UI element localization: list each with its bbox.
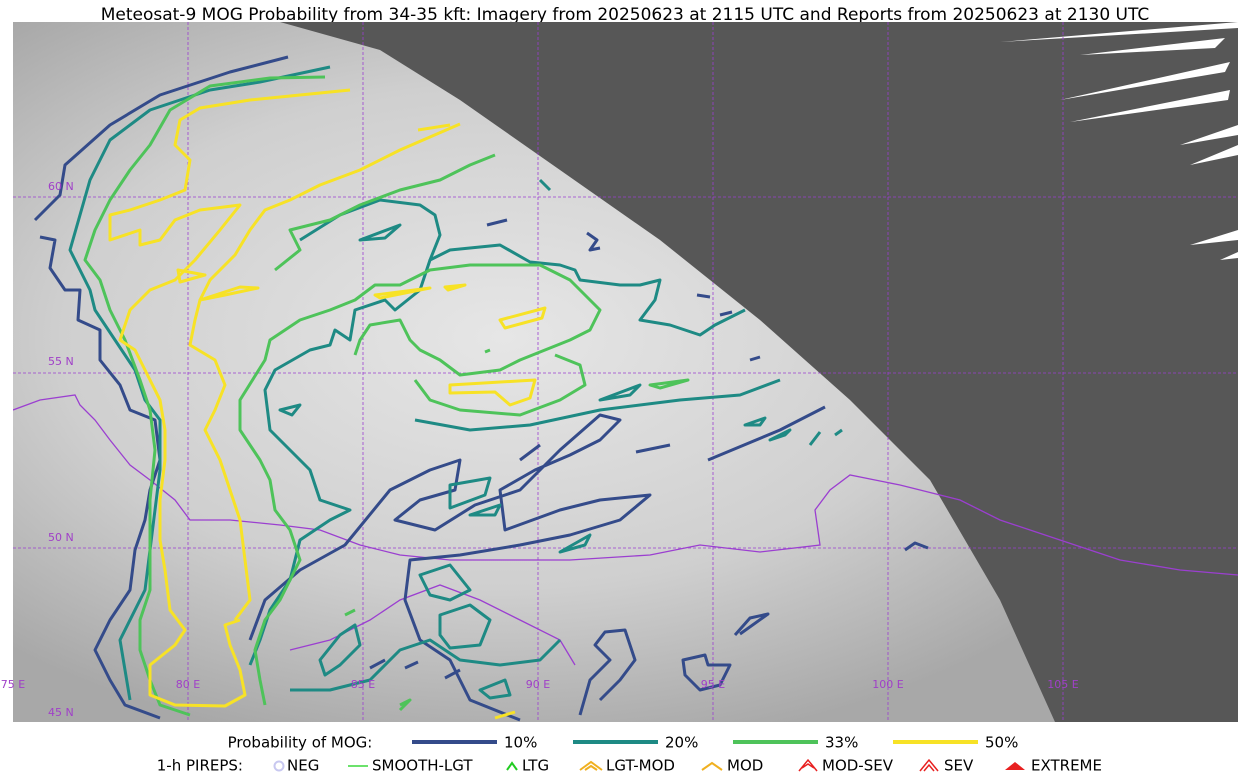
contour [344, 608, 356, 617]
pirep-symbol [701, 761, 723, 771]
contour [444, 668, 461, 680]
contour [468, 503, 502, 517]
contour [198, 285, 260, 302]
contour [417, 123, 451, 132]
contour [486, 218, 508, 227]
contour [519, 443, 541, 462]
contour [598, 383, 642, 402]
pirep-symbol [506, 761, 518, 771]
lon-label: 105 E [1047, 678, 1078, 691]
legend-title: Probability of MOG: [228, 734, 373, 752]
contour [414, 378, 781, 432]
contour [188, 122, 461, 621]
contour [498, 306, 547, 330]
contour [578, 628, 637, 716]
contour [448, 476, 492, 510]
contour [83, 75, 326, 717]
contour [635, 443, 671, 454]
contour [373, 286, 432, 300]
contour [238, 263, 602, 706]
contour [369, 658, 386, 670]
contour-level [108, 88, 547, 720]
grid [13, 22, 1238, 722]
contour [39, 235, 162, 720]
lon-label: 100 E [872, 678, 903, 691]
pirep-symbol [798, 758, 818, 772]
contour [443, 283, 467, 292]
contour [707, 405, 826, 462]
contour [358, 223, 402, 242]
contour [278, 403, 302, 417]
contour [438, 603, 492, 650]
contour [448, 378, 537, 407]
contour [248, 243, 746, 666]
legend-label: 20% [665, 734, 698, 752]
pireps-title: 1-h PIREPS: [157, 757, 243, 775]
pirep-label: NEG [287, 757, 319, 775]
contour [743, 416, 767, 427]
pirep-label: SEV [944, 757, 974, 775]
contour [558, 533, 592, 554]
lon-label: 80 E [176, 678, 200, 691]
contour [696, 293, 711, 299]
lon-label: 85 E [351, 678, 375, 691]
pirep-label: MOD-SEV [822, 757, 894, 775]
lon-label: 75 E [1, 678, 25, 691]
contours [33, 55, 929, 722]
lon-label: 95 E [701, 678, 725, 691]
pirep-label: EXTREME [1031, 757, 1102, 775]
contour [538, 178, 552, 192]
contour-level [68, 65, 843, 701]
contour [404, 660, 419, 670]
title: Meteosat-9 MOG Probability from 34-35 kf… [101, 5, 1150, 25]
contour [768, 428, 792, 442]
pirep-label: SMOOTH-LGT [372, 757, 473, 775]
pirep-label: LTG [522, 757, 549, 775]
lat-label: 60 N [48, 180, 74, 193]
scan-streaks [1000, 22, 1238, 260]
contour [274, 153, 496, 272]
pirep-symbol [1005, 762, 1025, 770]
contour [733, 612, 770, 636]
lat-label: 50 N [48, 531, 74, 544]
contour [68, 65, 331, 701]
contour [494, 710, 516, 720]
legend: Probability of MOG: 1-h PIREPS: 10% 20% 33… [157, 734, 1102, 775]
contour [648, 378, 690, 390]
contour [484, 348, 491, 354]
pirep-symbol [273, 760, 285, 772]
legend-label: 50% [985, 734, 1018, 752]
pirep-symbol [579, 760, 603, 771]
pirep-symbol [919, 758, 939, 772]
contour [290, 638, 562, 692]
contour [904, 541, 929, 552]
pirep-label: MOD [727, 757, 763, 775]
contour [749, 355, 761, 362]
contour [719, 310, 733, 317]
map [13, 22, 1238, 722]
lat-label: 55 N [48, 355, 74, 368]
grid-labels: 60 N 55 N 50 N 45 N 75 E 80 E 85 E 90 E 95 E 100 … [1, 180, 1079, 719]
lat-label: 45 N [48, 706, 74, 719]
contour [413, 353, 587, 417]
contour [176, 268, 207, 284]
contour [318, 623, 362, 677]
contour [681, 653, 732, 692]
contour [586, 231, 601, 252]
contour [33, 55, 289, 222]
contour [248, 413, 652, 722]
contour [834, 428, 843, 437]
legend-label: 33% [825, 734, 858, 752]
contour [418, 563, 472, 602]
contour [108, 88, 351, 708]
contour [478, 678, 512, 700]
legend-label: 10% [504, 734, 537, 752]
contour [398, 698, 412, 712]
pirep-label: LGT-MOD [606, 757, 675, 775]
contour-level [33, 55, 929, 722]
lon-label: 90 E [526, 678, 550, 691]
contour [808, 431, 822, 446]
contour-level [83, 75, 690, 717]
